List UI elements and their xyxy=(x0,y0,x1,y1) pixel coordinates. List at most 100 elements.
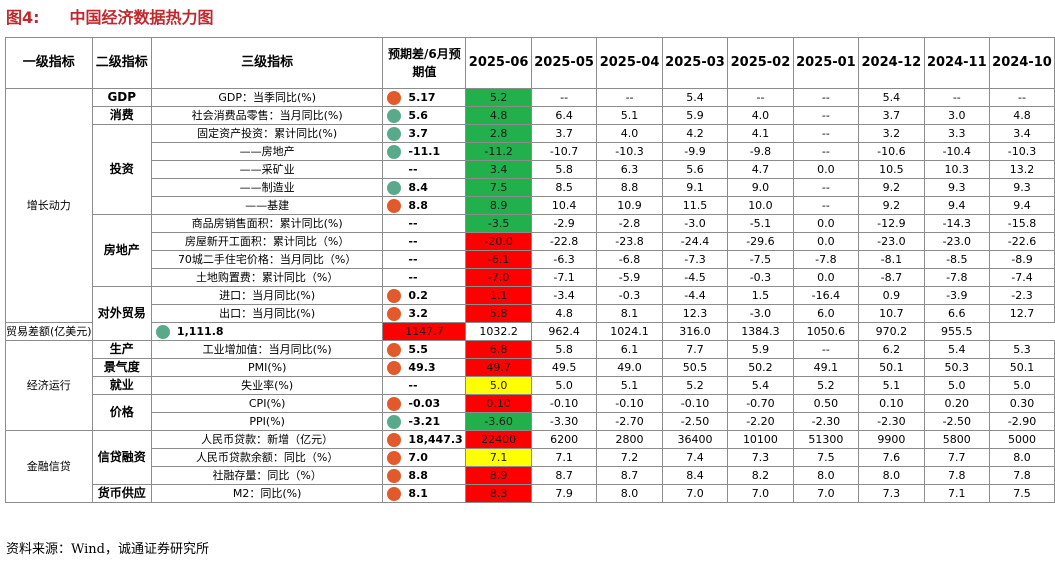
orange-circle-icon xyxy=(387,288,402,303)
value-cell: -6.3 xyxy=(530,250,598,269)
header-month: 2024-10 xyxy=(989,37,1055,89)
value-cell: -- xyxy=(792,88,860,107)
value-cell: -3.4 xyxy=(530,286,598,305)
value-cell: 4.1 xyxy=(727,124,794,143)
table-row: 就业 失业率(%) -- 5.0 5.0 5.1 5.2 5.4 5.2 5.1 5.0 5.0 xyxy=(6,376,1055,395)
value-cell: 50.3 xyxy=(923,358,991,377)
expectation-cell: 8.8 xyxy=(382,466,467,485)
value-cell: 1032.2 xyxy=(465,322,532,341)
value-cell: -3.9 xyxy=(923,286,991,305)
value-cell: -22.8 xyxy=(530,232,598,251)
value-cell: 0.0 xyxy=(792,268,860,287)
value-cell: 3.3 xyxy=(923,124,991,143)
value-cell: 6.4 xyxy=(530,106,598,125)
table-row: ——房地产 -11.1 -11.2 -10.7 -10.3 -9.9 -9.8 -- -10.6… xyxy=(6,142,1055,161)
teal-circle-icon xyxy=(387,180,402,195)
value-cell: 5.9 xyxy=(661,106,729,125)
value-cell: -- xyxy=(792,340,860,359)
expectation-cell: -- xyxy=(382,232,467,251)
value-cell: 7.0 xyxy=(727,484,794,503)
value-cell: 8.4 xyxy=(661,466,729,485)
indicator-label: 失业率(%) xyxy=(150,376,384,395)
header-level1: 一级指标 xyxy=(5,37,93,89)
value-cell: -8.1 xyxy=(858,250,925,269)
figure-number: 图4: xyxy=(6,8,40,27)
expectation-value: -3.21 xyxy=(408,415,441,429)
expectation-cell: -- xyxy=(382,214,467,233)
value-cell: -5.1 xyxy=(727,214,794,233)
value-cell: 7.5 xyxy=(989,484,1055,503)
value-cell: -0.10 xyxy=(596,394,663,413)
value-cell: -7.8 xyxy=(923,268,991,287)
expectation-cell: 49.3 xyxy=(382,358,467,377)
expectation-cell: -0.03 xyxy=(382,394,467,413)
value-cell: 6200 xyxy=(530,430,598,449)
value-cell: 3.7 xyxy=(858,106,925,125)
table-row: 消费 社会消费品零售：当月同比(%) 5.6 4.8 6.4 5.1 5.9 4.0 -- 3.7… xyxy=(6,106,1055,125)
value-cell: -2.8 xyxy=(596,214,663,233)
expectation-value: 18,447.3 xyxy=(408,433,463,447)
value-cell: -8.7 xyxy=(858,268,925,287)
indicator-label: 工业增加值：当月同比(%) xyxy=(150,340,384,359)
value-cell: -2.50 xyxy=(923,412,991,431)
value-cell: 4.7 xyxy=(727,160,794,179)
value-cell: 0.50 xyxy=(792,394,860,413)
expectation-value: 8.1 xyxy=(408,487,428,501)
value-cell: 6.2 xyxy=(858,340,925,359)
value-cell: -2.90 xyxy=(989,412,1055,431)
value-cell: -23.8 xyxy=(596,232,663,251)
current-value-cell: -6.1 xyxy=(465,250,532,269)
level1-label: 金融信贷 xyxy=(5,430,93,503)
value-cell: 4.8 xyxy=(530,304,598,323)
teal-circle-icon xyxy=(387,108,402,123)
value-cell: 8.5 xyxy=(530,178,598,197)
value-cell: 8.7 xyxy=(530,466,598,485)
table-row: 土地购置费：累计同比（%） -- -7.0 -7.1 -5.9 -4.5 -0.3 0.0 -8… xyxy=(6,268,1055,287)
expectation-cell: 18,447.3 xyxy=(382,430,467,449)
value-cell: -0.3 xyxy=(596,286,663,305)
value-cell: 3.7 xyxy=(530,124,598,143)
value-cell: 8.1 xyxy=(596,304,663,323)
value-cell: -7.1 xyxy=(530,268,598,287)
level2-label: 投资 xyxy=(91,124,152,215)
expectation-value: -- xyxy=(408,271,418,285)
indicator-label: 人民币贷款余额：同比（%） xyxy=(150,448,384,467)
value-cell: 5.4 xyxy=(858,88,925,107)
value-cell: -9.8 xyxy=(727,142,794,161)
indicator-label: 固定资产投资：累计同比(%) xyxy=(150,124,384,143)
expectation-value: 0.2 xyxy=(408,289,428,303)
value-cell: 970.2 xyxy=(858,322,925,341)
indicator-label: ——房地产 xyxy=(150,142,384,161)
expectation-cell: 5.17 xyxy=(382,88,467,107)
value-cell: 10.7 xyxy=(858,304,925,323)
table-row: ——采矿业 -- 3.4 5.8 6.3 5.6 4.7 0.0 10.5 10.3 13.2 xyxy=(6,160,1055,179)
value-cell: 10.0 xyxy=(727,196,794,215)
table-row: 经济运行 生产 工业增加值：当月同比(%) 5.5 6.8 5.8 6.1 7.7 5.9 -- 6… xyxy=(5,340,1055,431)
indicator-label: 房屋新开工面积：累计同比（%） xyxy=(150,232,384,251)
value-cell: 9.1 xyxy=(661,178,729,197)
table-row: 价格 CPI(%) -0.03 0.10 -0.10 -0.10 -0.10 -0.70 0.5… xyxy=(6,394,1055,431)
current-value-cell: 5.8 xyxy=(465,304,532,323)
expectation-cell: -- xyxy=(382,160,467,179)
value-cell: -7.8 xyxy=(792,250,860,269)
expectation-cell: 8.4 xyxy=(382,178,467,197)
value-cell: 10100 xyxy=(727,430,794,449)
value-cell: -2.30 xyxy=(792,412,860,431)
level2-label: 对外贸易 xyxy=(91,286,152,341)
expectation-cell: 1,111.8 xyxy=(150,322,384,341)
level2-label: 信贷融资 xyxy=(91,430,152,485)
orange-circle-icon xyxy=(387,486,402,501)
current-value-cell: -3.60 xyxy=(465,412,532,431)
current-value-cell: 8.9 xyxy=(465,196,532,215)
value-cell: -10.4 xyxy=(923,142,991,161)
value-cell: 9.2 xyxy=(858,196,925,215)
value-cell: -23.0 xyxy=(858,232,925,251)
figure-title: 图4: 中国经济数据热力图 xyxy=(6,4,214,27)
value-cell: 5000 xyxy=(989,430,1055,449)
table-row: PPI(%) -3.21 -3.60 -3.30 -2.70 -2.50 -2.20 -2.3… xyxy=(6,412,1055,431)
orange-circle-icon xyxy=(387,468,402,483)
value-cell: -23.0 xyxy=(923,232,991,251)
orange-circle-icon xyxy=(387,360,402,375)
header-row: 一级指标 二级指标 三级指标 预期差/6月预期值 2025-06 2025-05 2025-… xyxy=(5,37,1055,89)
value-cell: 5.4 xyxy=(923,340,991,359)
